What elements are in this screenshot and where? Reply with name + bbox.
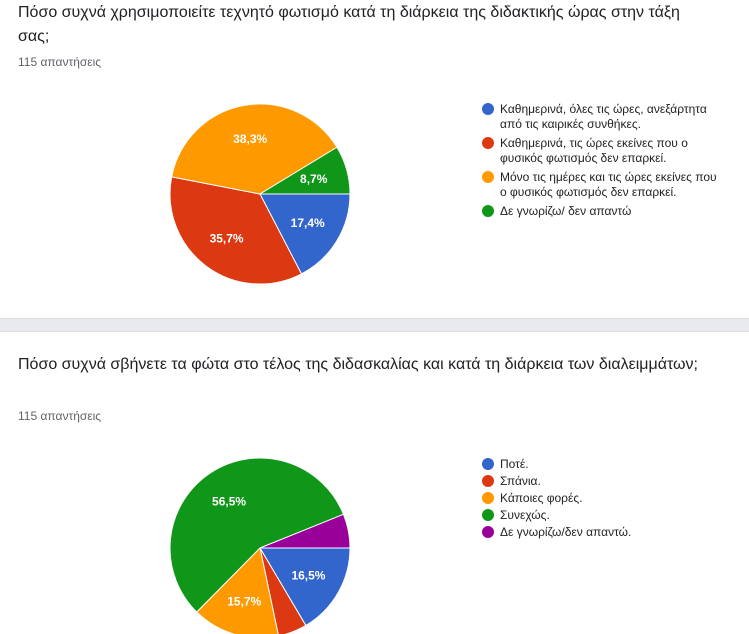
legend-swatch-icon <box>482 103 494 115</box>
pie-slice <box>259 193 351 275</box>
legend-label: Μόνο τις ημέρες και τις ώρες εκείνες που… <box>500 170 717 199</box>
pie-slice <box>258 146 351 195</box>
legend-item: Συνεχώς. <box>480 508 720 523</box>
legend-item: Ποτέ. <box>480 457 720 472</box>
legend-label: Δε γνωρίζω/δεν απαντώ. <box>500 525 632 539</box>
response-count: 115 απαντήσεις <box>18 55 102 69</box>
pie-slice <box>171 103 338 195</box>
legend-swatch-icon <box>482 137 494 149</box>
pie-chart: 17,4% 35,7% 38,3% 8,7% <box>169 103 351 285</box>
pie-slice <box>259 547 307 634</box>
legend-label: Κάποιες φορές. <box>500 491 583 505</box>
pie-slice <box>169 457 345 613</box>
question-title: Πόσο συχνά χρησιμοποιείτε τεχνητό φωτισμ… <box>18 4 680 45</box>
legend-swatch-icon <box>482 205 494 217</box>
question-card-1: Πόσο συχνά χρησιμοποιείτε τεχνητό φωτισμ… <box>18 4 720 285</box>
slice-percent-label: 15,7% <box>227 595 261 609</box>
legend-item: Δε γνωρίζω/ δεν απαντώ <box>480 204 720 219</box>
legend-item: Δε γνωρίζω/δεν απαντώ. <box>480 525 720 540</box>
slice-percent-label: 17,4% <box>291 216 325 230</box>
slice-percent-label: 16,5% <box>291 569 325 583</box>
slice-percent-label: 8,7% <box>300 172 328 186</box>
legend-swatch-icon <box>482 492 494 504</box>
question-title: Πόσο συχνά σβήνετε τα φώτα στο τέλος της… <box>18 356 698 373</box>
legend-label: Ποτέ. <box>500 457 529 471</box>
legend-swatch-icon <box>482 509 494 521</box>
pie-chart: 16,5% 15,7% 56,5% <box>169 457 351 634</box>
pie-slice <box>259 513 351 549</box>
legend-item: Κάποιες φορές. <box>480 491 720 506</box>
slice-percent-label: 38,3% <box>233 132 267 146</box>
legend-label: Δε γνωρίζω/ δεν απαντώ <box>500 204 632 218</box>
legend-label: Σπάνια. <box>500 474 541 488</box>
legend-label: Συνεχώς. <box>500 508 550 522</box>
legend-item: Σπάνια. <box>480 474 720 489</box>
legend-label: Καθημερινά, όλες τις ώρες, ανεξάρτητα απ… <box>500 102 707 131</box>
pie-slice <box>196 546 279 634</box>
response-count: 115 απαντήσεις <box>18 409 102 423</box>
legend-item: Μόνο τις ημέρες και τις ώρες εκείνες που… <box>480 170 720 200</box>
chart-legend: Καθημερινά, όλες τις ώρες, ανεξάρτητα απ… <box>480 102 720 223</box>
legend-item: Καθημερινά, όλες τις ώρες, ανεξάρτητα απ… <box>480 102 720 132</box>
slice-percent-label: 35,7% <box>210 232 244 246</box>
legend-swatch-icon <box>482 526 494 538</box>
pie-slice <box>169 176 303 285</box>
legend-item: Καθημερινά, τις ώρες εκείνες που ο φυσικ… <box>480 136 720 166</box>
legend-swatch-icon <box>482 458 494 470</box>
legend-swatch-icon <box>482 171 494 183</box>
legend-swatch-icon <box>482 475 494 487</box>
card-separator <box>0 318 749 332</box>
chart-legend: Ποτέ. Σπάνια. Κάποιες φορές. Συνεχώς. Δε γνω… <box>480 457 720 542</box>
question-card-2: Πόσο συχνά σβήνετε τα φώτα στο τέλος της… <box>0 332 749 634</box>
pie-slice <box>259 547 351 627</box>
legend-label: Καθημερινά, τις ώρες εκείνες που ο φυσικ… <box>500 136 688 165</box>
slice-percent-label: 56,5% <box>212 495 246 509</box>
